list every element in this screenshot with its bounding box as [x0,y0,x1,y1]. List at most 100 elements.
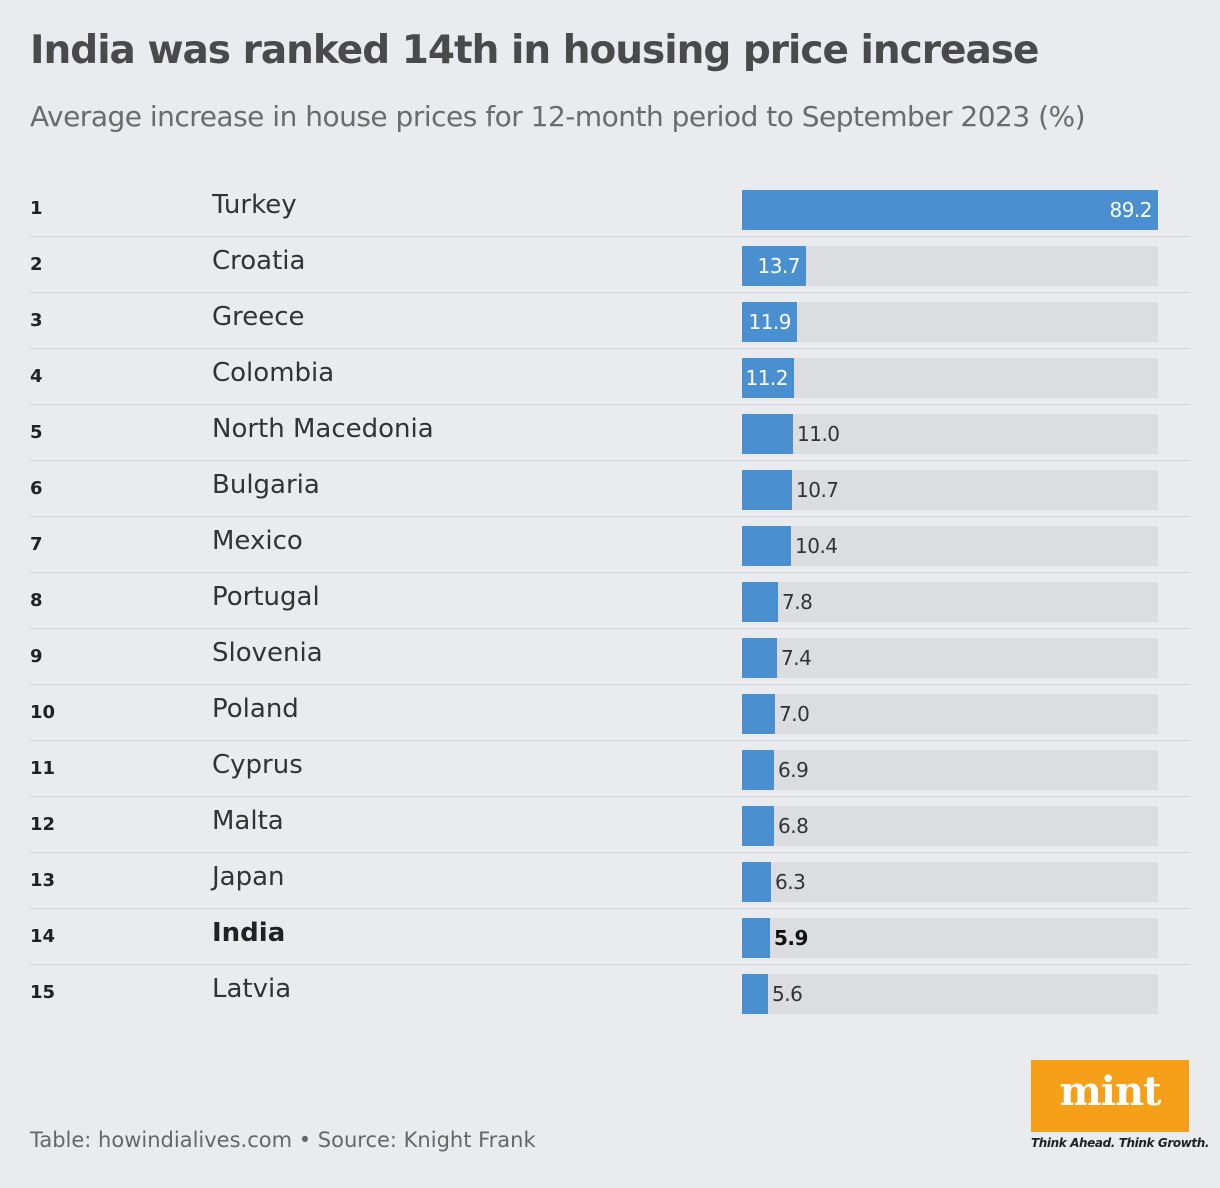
rank-label: 2 [30,254,43,275]
table-row: 3 Greece 11.9 [0,292,1220,349]
value-label: 13.7 [757,254,800,278]
bar [742,750,774,790]
value-label: 7.0 [779,702,810,726]
table-row: 7 Mexico 10.4 [0,516,1220,573]
row-divider [30,796,1190,797]
source-footer: Table: howindialives.com • Source: Knigh… [30,1128,536,1152]
bar-track [742,526,1158,566]
country-label: Japan [212,862,285,892]
table-row: 9 Slovenia 7.4 [0,628,1220,685]
bar [742,302,797,342]
table-row: 11 Cyprus 6.9 [0,740,1220,797]
country-label: Greece [212,302,305,332]
country-label: North Macedonia [212,414,434,444]
bar-track [742,470,1158,510]
bar-track [742,806,1158,846]
rank-label: 8 [30,590,43,611]
country-label: Malta [212,806,284,836]
country-label: India [212,918,286,948]
chart-subtitle: Average increase in house prices for 12-… [30,100,1086,133]
bar [742,638,777,678]
value-label: 10.4 [795,534,838,558]
country-label: Turkey [212,190,297,220]
bar-track [742,862,1158,902]
row-divider [30,516,1190,517]
rank-label: 14 [30,926,56,947]
value-label: 6.3 [775,870,806,894]
bar-track [742,974,1158,1014]
row-divider [30,908,1190,909]
bar-track [742,358,1158,398]
table-row: 10 Poland 7.0 [0,684,1220,741]
rank-label: 12 [30,814,56,835]
bar [742,414,793,454]
table-row: 1 Turkey 89.2 [0,180,1220,237]
country-label: Croatia [212,246,306,276]
bar [742,470,792,510]
bar [742,526,791,566]
table-row: 4 Colombia 11.2 [0,348,1220,405]
bar-track [742,582,1158,622]
row-divider [30,292,1190,293]
table-row: 12 Malta 6.8 [0,796,1220,853]
mint-logo: mint [1031,1060,1189,1132]
row-divider [30,572,1190,573]
bar-track [742,638,1158,678]
row-divider [30,236,1190,237]
value-label: 5.9 [774,926,808,950]
table-row: 13 Japan 6.3 [0,852,1220,909]
country-label: Bulgaria [212,470,320,500]
row-divider [30,684,1190,685]
value-label: 7.8 [782,590,813,614]
table-row: 8 Portugal 7.8 [0,572,1220,629]
rank-label: 6 [30,478,43,499]
rank-label: 7 [30,534,43,555]
country-label: Latvia [212,974,292,1004]
row-divider [30,740,1190,741]
bar [742,806,774,846]
rank-label: 13 [30,870,56,891]
bar-track [742,414,1158,454]
country-label: Cyprus [212,750,303,780]
row-divider [30,852,1190,853]
bar [742,974,768,1014]
rank-label: 10 [30,702,56,723]
country-label: Slovenia [212,638,323,668]
bar [742,694,775,734]
bar [742,862,771,902]
rank-label: 1 [30,198,43,219]
row-divider [30,348,1190,349]
table-row: 5 North Macedonia 11.0 [0,404,1220,461]
logo-text: mint [1059,1068,1161,1115]
table-row: 14 India 5.9 [0,908,1220,965]
bar-track [742,750,1158,790]
row-divider [30,460,1190,461]
logo-tagline: Think Ahead. Think Growth. [1031,1136,1210,1150]
value-label: 89.2 [1109,198,1152,222]
bar [742,358,794,398]
bar-track [742,918,1158,958]
row-divider [30,964,1190,965]
rank-label: 9 [30,646,43,667]
country-label: Poland [212,694,299,724]
rank-label: 3 [30,310,43,331]
table-row: 6 Bulgaria 10.7 [0,460,1220,517]
rank-label: 15 [30,982,56,1003]
bar-track [742,302,1158,342]
country-label: Colombia [212,358,335,388]
row-divider [30,628,1190,629]
bar-track [742,694,1158,734]
value-label: 7.4 [781,646,812,670]
table-row: 15 Latvia 5.6 [0,964,1220,1020]
country-label: Portugal [212,582,320,612]
value-label: 11.2 [745,366,788,390]
bar [742,582,778,622]
value-label: 5.6 [772,982,803,1006]
rank-label: 5 [30,422,43,443]
value-label: 10.7 [796,478,839,502]
bar [742,918,770,958]
row-divider [30,404,1190,405]
country-label: Mexico [212,526,303,556]
value-label: 6.8 [778,814,809,838]
value-label: 6.9 [778,758,809,782]
